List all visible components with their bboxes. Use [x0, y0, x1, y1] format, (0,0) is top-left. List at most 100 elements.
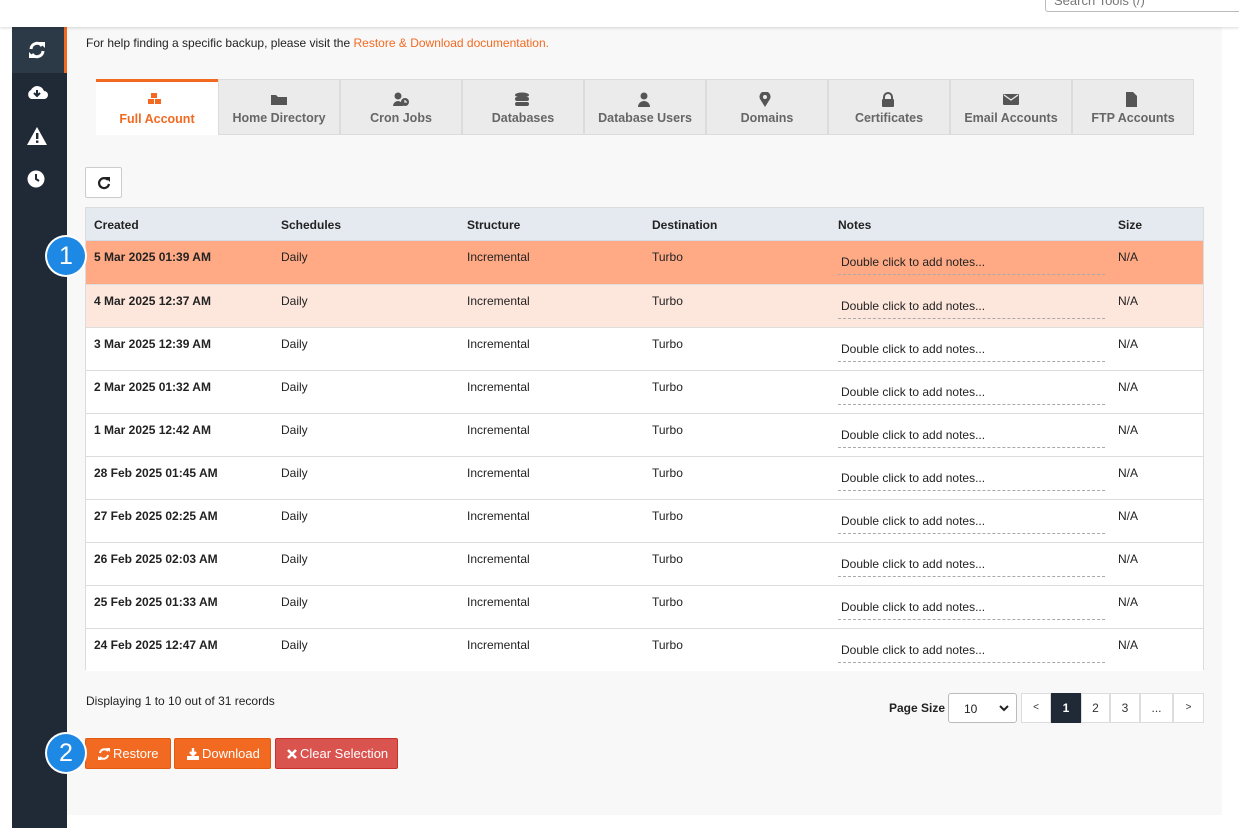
- column-header: Size: [1118, 218, 1143, 232]
- tab[interactable]: Home Directory: [218, 79, 340, 135]
- table-cell: Turbo: [652, 423, 683, 437]
- tab-icon: [148, 93, 161, 104]
- table-row[interactable]: 25 Feb 2025 01:33 AM Daily Incremental Turb…: [86, 585, 1203, 628]
- tab[interactable]: FTP Accounts: [1072, 79, 1194, 135]
- table-cell: Daily: [281, 552, 308, 566]
- history-icon[interactable]: [27, 170, 45, 188]
- notes-cell[interactable]: Double click to add notes...: [838, 428, 1105, 448]
- action-button[interactable]: Download: [174, 738, 271, 769]
- tab-label: Full Account: [119, 112, 195, 126]
- table-cell: N/A: [1118, 294, 1139, 308]
- notes-cell[interactable]: Double click to add notes...: [838, 600, 1105, 620]
- table-row[interactable]: 2 Mar 2025 01:32 AM Daily Incremental Turbo…: [86, 370, 1203, 413]
- tab-label: Domains: [740, 111, 794, 125]
- tab-icon: [638, 92, 650, 107]
- records-summary: Displaying 1 to 10 out of 31 records: [86, 694, 275, 708]
- table-cell: Turbo: [652, 638, 683, 652]
- page-size-label: Page Size: [888, 701, 945, 715]
- tab[interactable]: Databases: [462, 79, 584, 135]
- table-cell: Incremental: [467, 638, 530, 652]
- tab-label: Databases: [491, 111, 555, 125]
- button-label: Restore: [113, 746, 159, 761]
- table-cell: 4 Mar 2025 12:37 AM: [94, 294, 211, 308]
- table-cell: N/A: [1118, 250, 1139, 264]
- table-cell: Incremental: [467, 552, 530, 566]
- tab[interactable]: Email Accounts: [950, 79, 1072, 135]
- column-header: Schedules: [281, 218, 342, 232]
- column-header: Destination: [652, 218, 718, 232]
- page-size-select[interactable]: 10: [948, 693, 1017, 723]
- tab[interactable]: Domains: [706, 79, 828, 135]
- search-input[interactable]: Search Tools (/): [1045, 0, 1239, 12]
- tab[interactable]: Certificates: [828, 79, 950, 135]
- notes-cell[interactable]: Double click to add notes...: [838, 643, 1105, 663]
- table-cell: 5 Mar 2025 01:39 AM: [94, 250, 211, 264]
- help-text-body: For help finding a specific backup, plea…: [86, 36, 351, 50]
- tab-label: Cron Jobs: [370, 111, 432, 125]
- notes-cell[interactable]: Double click to add notes...: [838, 255, 1105, 275]
- table-cell: Turbo: [652, 250, 683, 264]
- page-button[interactable]: ...: [1140, 693, 1173, 723]
- action-button[interactable]: Clear Selection: [275, 738, 398, 769]
- notes-cell[interactable]: Double click to add notes...: [838, 557, 1105, 577]
- column-header: Structure: [467, 218, 521, 232]
- doc-link[interactable]: Restore & Download documentation.: [353, 36, 549, 50]
- table-header: Created Schedules Structure Destination Note…: [86, 208, 1203, 241]
- table-row[interactable]: 1 Mar 2025 12:42 AM Daily Incremental Turbo…: [86, 413, 1203, 456]
- download-icon[interactable]: [25, 83, 49, 103]
- page-button[interactable]: 1: [1051, 693, 1081, 723]
- sidebar-active[interactable]: [12, 27, 67, 73]
- table-cell: Turbo: [652, 380, 683, 394]
- sidebar: [12, 27, 67, 828]
- page-button[interactable]: <: [1021, 693, 1051, 723]
- column-header: Notes: [838, 218, 872, 232]
- table-row[interactable]: 27 Feb 2025 02:25 AM Daily Incremental Turb…: [86, 499, 1203, 542]
- page-button[interactable]: 2: [1081, 693, 1110, 723]
- page-button[interactable]: >: [1173, 693, 1204, 723]
- table-cell: N/A: [1118, 466, 1139, 480]
- notes-cell[interactable]: Double click to add notes...: [838, 471, 1105, 491]
- tab-icon: [271, 95, 287, 105]
- page-size-value: 10: [964, 702, 978, 716]
- notes-cell[interactable]: Double click to add notes...: [838, 385, 1105, 405]
- table-row[interactable]: 26 Feb 2025 02:03 AM Daily Incremental Turb…: [86, 542, 1203, 585]
- table-cell: Daily: [281, 423, 308, 437]
- warning-icon[interactable]: [26, 126, 48, 146]
- table-row[interactable]: 5 Mar 2025 01:39 AM Daily Incremental Turbo…: [86, 241, 1203, 284]
- table-cell: N/A: [1118, 638, 1139, 652]
- action-button[interactable]: Restore: [85, 738, 171, 769]
- table-cell: Turbo: [652, 552, 683, 566]
- table-cell: N/A: [1118, 423, 1139, 437]
- tab[interactable]: Database Users: [584, 79, 706, 135]
- notes-cell[interactable]: Double click to add notes...: [838, 299, 1105, 319]
- table-cell: Daily: [281, 294, 308, 308]
- table-cell: Daily: [281, 250, 308, 264]
- tab-label: Database Users: [598, 111, 692, 125]
- page-button[interactable]: 3: [1110, 693, 1140, 723]
- table-cell: 2 Mar 2025 01:32 AM: [94, 380, 211, 394]
- tab-label: Certificates: [854, 111, 924, 125]
- tab-label: FTP Accounts: [1091, 111, 1175, 125]
- table-row[interactable]: 24 Feb 2025 12:47 AM Daily Incremental Turb…: [86, 628, 1203, 671]
- table-row[interactable]: 28 Feb 2025 01:45 AM Daily Incremental Turb…: [86, 456, 1203, 499]
- tab-icon: [515, 92, 529, 106]
- refresh-button[interactable]: [85, 167, 122, 198]
- notes-cell[interactable]: Double click to add notes...: [838, 342, 1105, 362]
- notes-cell[interactable]: Double click to add notes...: [838, 514, 1105, 534]
- tab-icon: [1126, 92, 1137, 107]
- table-cell: Turbo: [652, 294, 683, 308]
- button-label: Clear Selection: [300, 746, 389, 761]
- table-cell: Turbo: [652, 595, 683, 609]
- table-cell: Incremental: [467, 509, 530, 523]
- table-cell: 1 Mar 2025 12:42 AM: [94, 423, 211, 437]
- callout-badge: 2: [47, 734, 85, 772]
- tab[interactable]: Full Account: [96, 79, 218, 135]
- tab[interactable]: Cron Jobs: [340, 79, 462, 135]
- table-cell: Incremental: [467, 595, 530, 609]
- table-cell: Daily: [281, 509, 308, 523]
- table-row[interactable]: 4 Mar 2025 12:37 AM Daily Incremental Turbo…: [86, 284, 1203, 327]
- table-cell: 26 Feb 2025 02:03 AM: [94, 552, 218, 566]
- table-cell: Daily: [281, 337, 308, 351]
- table-row[interactable]: 3 Mar 2025 12:39 AM Daily Incremental Turbo…: [86, 327, 1203, 370]
